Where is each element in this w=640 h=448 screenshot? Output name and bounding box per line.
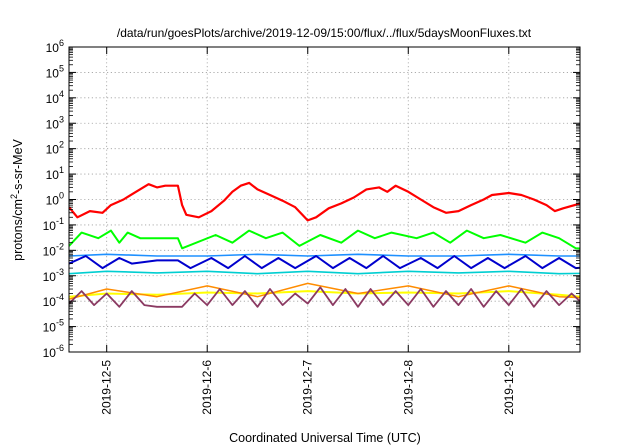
x-tick-label: 2019-12-9 bbox=[502, 360, 516, 415]
grid bbox=[69, 47, 580, 352]
axis-ticks: 10-6 10-5 10-4 10-3 10-2 10-1 100 101 102 103 104 1… bbox=[43, 38, 580, 415]
chart-title: /data/run/goesPlots/archive/2019-12-09/1… bbox=[117, 26, 532, 40]
y-tick-label: 101 bbox=[46, 165, 64, 182]
series-line-3 bbox=[69, 253, 580, 257]
y-tick-label: 10-3 bbox=[43, 267, 64, 284]
x-axis-label: Coordinated Universal Time (UTC) bbox=[229, 431, 421, 445]
y-tick-label: 106 bbox=[46, 38, 64, 55]
series-line-1 bbox=[69, 181, 580, 222]
y-tick-label: 10-4 bbox=[43, 292, 64, 309]
series-layer bbox=[69, 181, 580, 308]
y-axis-label: protons/cm2-s-sr-MeV bbox=[9, 138, 25, 260]
y-axis-label-main: protons/cm bbox=[11, 199, 25, 261]
y-tick-label: 10-5 bbox=[43, 318, 64, 335]
series-line-4 bbox=[69, 255, 580, 270]
y-tick-label: 102 bbox=[46, 140, 64, 157]
y-axis-label-sup: 2 bbox=[9, 194, 19, 199]
x-tick-label: 2019-12-5 bbox=[100, 360, 114, 415]
y-tick-label: 103 bbox=[46, 114, 64, 131]
y-tick-label: 104 bbox=[46, 89, 64, 106]
series-line-5 bbox=[69, 270, 580, 275]
series-line-8 bbox=[69, 286, 580, 308]
x-tick-label: 2019-12-8 bbox=[401, 360, 415, 415]
x-tick-label: 2019-12-6 bbox=[200, 360, 214, 415]
y-tick-label: 105 bbox=[46, 63, 64, 80]
y-tick-label: 10-2 bbox=[43, 241, 64, 258]
series-line-7 bbox=[69, 282, 580, 300]
y-axis-label-rest: -s-sr-MeV bbox=[11, 138, 25, 194]
y-tick-label: 10-6 bbox=[43, 343, 64, 360]
svg-text:protons/cm2-s-sr-MeV: protons/cm2-s-sr-MeV bbox=[9, 138, 25, 260]
y-tick-label: 100 bbox=[46, 191, 64, 208]
x-tick-label: 2019-12-7 bbox=[301, 360, 315, 415]
series-line-2 bbox=[69, 229, 580, 250]
y-tick-label: 10-1 bbox=[43, 216, 64, 233]
